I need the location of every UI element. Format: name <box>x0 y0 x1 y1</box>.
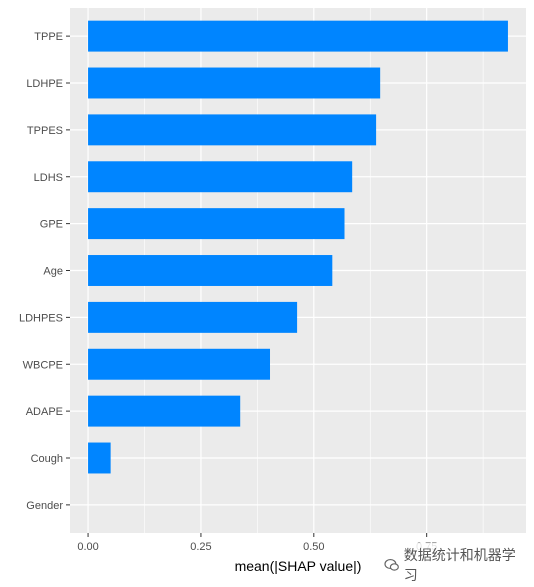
bar-adape <box>88 395 241 427</box>
bar-tppes <box>88 114 377 146</box>
bar-ldhpes <box>88 301 298 333</box>
bar-ldhs <box>88 161 353 193</box>
wechat-icon <box>384 558 399 571</box>
y-tick-label: Cough <box>31 453 63 465</box>
y-tick-label: LDHS <box>34 172 63 184</box>
x-tick-label: 0.25 <box>190 541 211 553</box>
bar-cough <box>88 442 111 474</box>
watermark: 数据统计和机器学习 <box>378 543 534 587</box>
bars <box>88 20 508 474</box>
bar-gpe <box>88 208 345 240</box>
y-tick-label: Age <box>43 266 63 278</box>
y-axis-ticks: TPPE LDHPE TPPES LDHS GPE Age LDHPES WBCPE ADAPE… <box>19 31 70 512</box>
y-tick-label: Gender <box>26 500 63 512</box>
bar-ldhpe <box>88 67 381 99</box>
watermark-text: 数据统计和机器学习 <box>403 548 516 584</box>
x-tick-label: 0.50 <box>303 541 324 553</box>
y-tick-label: LDHPE <box>26 78 63 90</box>
y-tick-label: TPPE <box>34 31 63 43</box>
y-tick-label: LDHPES <box>19 312 63 324</box>
x-axis-title: mean(|SHAP value|) <box>235 558 362 574</box>
bar-wbcpe <box>88 348 271 380</box>
y-tick-label: WBCPE <box>23 359 63 371</box>
bar-tppe <box>88 20 508 52</box>
y-tick-label: GPE <box>40 219 63 231</box>
y-tick-label: TPPES <box>27 125 63 137</box>
y-tick-label: ADAPE <box>26 406 63 418</box>
bar-age <box>88 255 333 286</box>
x-tick-label: 0.00 <box>77 541 98 553</box>
